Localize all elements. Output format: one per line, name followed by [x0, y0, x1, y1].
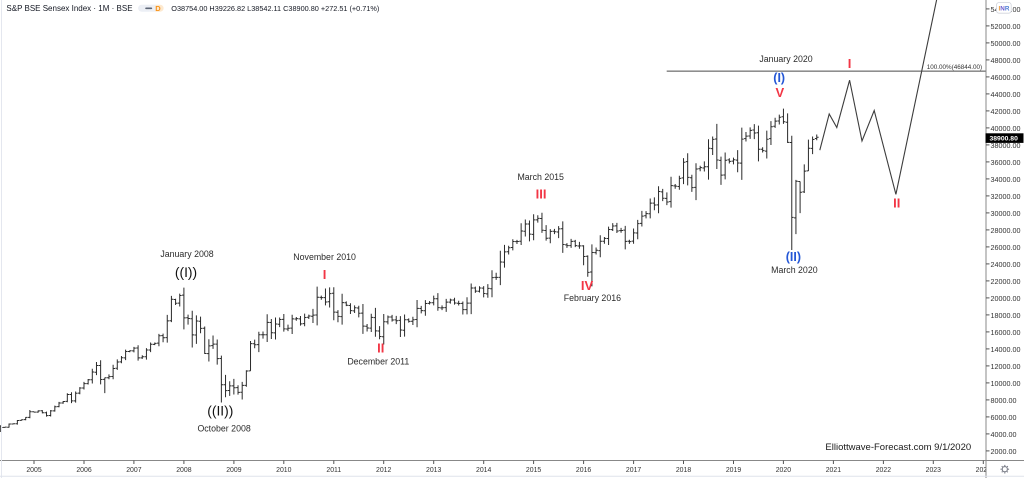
svg-text:4000.00: 4000.00 — [991, 430, 1017, 439]
svg-text:S&P BSE Sensex Index · 1M · BS: S&P BSE Sensex Index · 1M · BSE — [6, 4, 132, 13]
svg-text:March 2020: March 2020 — [771, 265, 818, 275]
svg-text:INR: INR — [999, 5, 1010, 12]
svg-text:46000.00: 46000.00 — [991, 73, 1021, 82]
svg-text:34000.00: 34000.00 — [991, 175, 1021, 184]
svg-text:36000.00: 36000.00 — [991, 158, 1021, 167]
svg-text:2000.00: 2000.00 — [991, 447, 1017, 456]
svg-text:14000.00: 14000.00 — [991, 345, 1021, 354]
svg-text:2005: 2005 — [26, 467, 41, 474]
svg-text:II: II — [377, 341, 384, 356]
svg-text:12000.00: 12000.00 — [991, 362, 1021, 371]
svg-text:2008: 2008 — [176, 467, 191, 474]
svg-text:January 2008: January 2008 — [160, 249, 213, 259]
svg-text:January 2020: January 2020 — [759, 54, 812, 64]
svg-text:2023: 2023 — [926, 467, 941, 474]
svg-text:((I)): ((I)) — [175, 265, 197, 280]
svg-text:6000.00: 6000.00 — [991, 413, 1017, 422]
svg-text:38900.80: 38900.80 — [990, 136, 1019, 143]
svg-text:30000.00: 30000.00 — [991, 209, 1021, 218]
svg-text:16000.00: 16000.00 — [991, 328, 1021, 337]
svg-text:2017: 2017 — [626, 467, 641, 474]
svg-text:32000.00: 32000.00 — [991, 192, 1021, 201]
svg-text:2016: 2016 — [576, 467, 591, 474]
svg-text:50000.00: 50000.00 — [991, 39, 1021, 48]
svg-text:42000.00: 42000.00 — [991, 107, 1021, 116]
svg-text:December 2011: December 2011 — [347, 356, 409, 366]
svg-text:2020: 2020 — [776, 467, 791, 474]
svg-text:100.00%(46844.00): 100.00%(46844.00) — [927, 64, 982, 71]
svg-text:2018: 2018 — [676, 467, 691, 474]
svg-text:2012: 2012 — [376, 467, 391, 474]
svg-text:28000.00: 28000.00 — [991, 226, 1021, 235]
svg-text:2024: 2024 — [976, 467, 991, 474]
svg-text:2021: 2021 — [826, 467, 841, 474]
svg-text:40000.00: 40000.00 — [991, 124, 1021, 133]
svg-text:2014: 2014 — [476, 467, 491, 474]
svg-text:V: V — [775, 85, 784, 100]
svg-text:O38754.00 H39226.82 L38542.11: O38754.00 H39226.82 L38542.11 C38900.80 … — [171, 4, 379, 13]
svg-text:38000.00: 38000.00 — [991, 141, 1021, 150]
svg-text:(II): (II) — [786, 250, 801, 264]
svg-text:10000.00: 10000.00 — [991, 379, 1021, 388]
svg-text:IV: IV — [581, 278, 594, 293]
svg-text:2015: 2015 — [526, 467, 541, 474]
svg-text:48000.00: 48000.00 — [991, 56, 1021, 65]
svg-text:(I): (I) — [773, 71, 785, 85]
svg-text:I: I — [848, 56, 852, 71]
svg-text:52000.00: 52000.00 — [991, 22, 1021, 31]
svg-text:February 2016: February 2016 — [564, 293, 621, 303]
svg-text:October 2008: October 2008 — [197, 423, 250, 433]
svg-text:24000.00: 24000.00 — [991, 260, 1021, 269]
svg-text:2009: 2009 — [226, 467, 241, 474]
svg-text:2006: 2006 — [76, 467, 91, 474]
svg-text:44000.00: 44000.00 — [991, 90, 1021, 99]
svg-text:II: II — [893, 196, 900, 211]
svg-text:2019: 2019 — [726, 467, 741, 474]
svg-text:March 2015: March 2015 — [517, 172, 564, 182]
svg-text:III: III — [536, 187, 547, 202]
svg-text:D: D — [155, 4, 161, 13]
svg-text:((II)): ((II)) — [207, 403, 233, 418]
svg-text:Elliottwave-Forecast.com 9/1/2: Elliottwave-Forecast.com 9/1/2020 — [825, 442, 971, 453]
svg-text:8000.00: 8000.00 — [991, 396, 1017, 405]
svg-text:26000.00: 26000.00 — [991, 243, 1021, 252]
svg-text:2022: 2022 — [876, 467, 891, 474]
svg-text:18000.00: 18000.00 — [991, 311, 1021, 320]
svg-text:November 2010: November 2010 — [293, 252, 356, 262]
svg-text:2011: 2011 — [326, 467, 341, 474]
svg-text:I: I — [323, 267, 327, 282]
svg-text:2007: 2007 — [126, 467, 141, 474]
svg-text:2010: 2010 — [276, 467, 291, 474]
svg-text:22000.00: 22000.00 — [991, 277, 1021, 286]
svg-text:20000.00: 20000.00 — [991, 294, 1021, 303]
svg-text:2013: 2013 — [426, 467, 441, 474]
